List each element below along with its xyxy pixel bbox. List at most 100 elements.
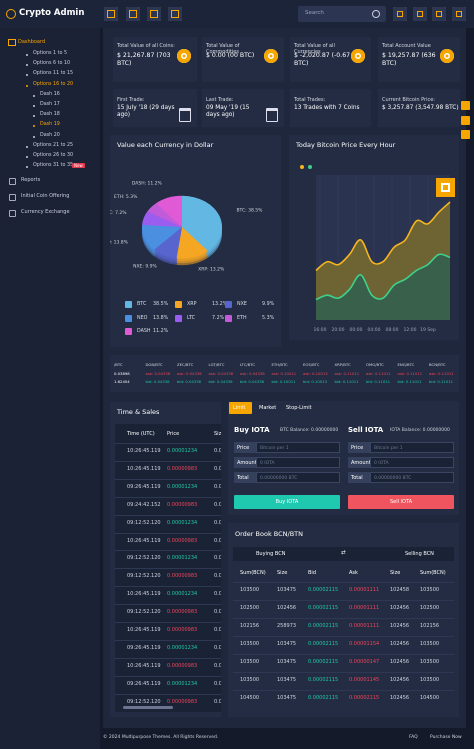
menu-item[interactable]: Options 26 to 30 — [33, 153, 74, 158]
footer-link[interactable]: FAQ — [409, 735, 418, 740]
menu-icon — [8, 39, 16, 46]
toolbar-icon[interactable] — [126, 7, 140, 21]
input[interactable]: Bitcoin per 1 — [370, 442, 454, 453]
copyright: © 2024 Multipurpose Themes. All Rights R… — [103, 735, 219, 740]
footer-link[interactable]: Purchase Now — [430, 735, 462, 740]
toolbar-icon[interactable] — [168, 7, 182, 21]
sales-table: Time (UTC) Price Size 10:26:45.119 0.0000123… — [115, 424, 221, 712]
orderbook-card: Order Book BCN/BTN Buying BCN ⇄ Selling BCN… — [228, 523, 459, 717]
header-icon[interactable] — [393, 7, 407, 21]
cell: 103475 — [277, 659, 297, 665]
ticker-bid: bid: 0.04336 — [145, 379, 170, 384]
legend-value: 11.2% — [153, 329, 169, 334]
menu-item[interactable]: Reports — [21, 177, 41, 183]
row-divider — [115, 604, 221, 605]
search-box[interactable]: Search — [298, 6, 386, 22]
cell: 09:24:42.152 — [127, 501, 161, 508]
row-divider — [233, 582, 454, 583]
stat-label: Total Value of all Coins: — [117, 43, 175, 49]
cell: 102456 — [277, 605, 297, 611]
side-tool[interactable] — [461, 101, 470, 110]
menu-item[interactable]: Dash 19 — [40, 122, 60, 128]
tab[interactable]: Limit — [229, 402, 252, 414]
stat-value: $ 0.00 (00 BTC) — [206, 52, 255, 59]
slice-label: NEO: 13.8% — [110, 239, 129, 245]
calendar-icon — [179, 108, 191, 122]
menu-bullet — [33, 115, 35, 118]
input[interactable]: 0 IOTA — [370, 457, 454, 468]
menu-item[interactable]: Dash 16 — [40, 91, 60, 97]
chart-tool[interactable] — [436, 178, 455, 197]
tab-label: Limit — [233, 405, 246, 411]
ticker-ask: ask: 0.11011 — [366, 371, 391, 376]
menu-item[interactable]: Dashboard — [18, 39, 46, 45]
ticker-pair: ZEC/BTC — [177, 362, 194, 367]
input[interactable]: 0 IOTA — [256, 457, 340, 468]
coin-icon — [177, 49, 191, 63]
cell: 10:26:45.119 — [127, 448, 161, 454]
pie-chart: BTC: 38.5% XRP: 13.2% NXE: 9.9% NEO: 13.8% L… — [110, 181, 263, 273]
swap-icon[interactable]: ⇄ — [341, 550, 346, 556]
ticker-bid: bid: 0.04336 — [177, 379, 202, 384]
ticker-ask: ask: 0.10011 — [271, 371, 297, 376]
menu-item[interactable]: Dash 20 — [40, 132, 60, 138]
menu-item[interactable]: Options 6 to 10 — [33, 61, 71, 67]
header-icon[interactable] — [413, 7, 427, 21]
legend-value: 5.3% — [262, 315, 275, 321]
cell: 0.00002115 — [308, 623, 339, 629]
menu-item[interactable]: Options 31 to 35 — [33, 163, 74, 169]
menu-item[interactable]: Dash 17 — [40, 102, 60, 107]
x-tick-label: 19 Sep — [420, 327, 436, 333]
menu-item[interactable]: Initial Coin Offering — [21, 193, 70, 199]
menu-item[interactable]: Options 1 to 5 — [33, 51, 68, 56]
header-icon[interactable] — [452, 7, 466, 21]
ticker-ask: ask: 0.04336 — [240, 371, 265, 376]
row-divider — [115, 693, 221, 695]
column-header: Size — [277, 570, 288, 576]
ticker-ask: ask: 0.11011 — [429, 371, 454, 376]
toolbar-icon[interactable] — [104, 7, 118, 21]
stat-label: Total Value of all Currencies — [294, 43, 335, 56]
search-placeholder: Search — [305, 10, 324, 16]
legend-label: NXE — [237, 302, 247, 307]
cell: 0.00001234 — [167, 644, 198, 651]
tab[interactable]: Stop-Limit — [282, 402, 312, 414]
cell: 102456 — [390, 641, 410, 647]
cell: 103475 — [277, 677, 297, 683]
slice-label: XRP: 13.2% — [198, 266, 225, 272]
placeholder: Bitcoin per 1 — [374, 445, 403, 451]
input[interactable]: Bitcoin per 1 — [256, 442, 340, 453]
x-tick-label: 12:00 — [404, 327, 417, 333]
toolbar-icon[interactable] — [147, 7, 161, 21]
column-header: Sum(BCN) — [240, 570, 266, 576]
menu-item[interactable]: Currency Exchange — [21, 209, 70, 215]
cell: 0.001 — [214, 662, 221, 669]
menu-item[interactable]: Options 11 to 15 — [33, 71, 74, 77]
sell-button[interactable]: Sell IOTA — [348, 495, 454, 509]
slice-label: ETH: 5.3% — [114, 194, 138, 200]
side-tool[interactable] — [461, 116, 470, 125]
menu-item[interactable]: Options 21 to 25 — [33, 142, 74, 148]
side-tool[interactable] — [461, 130, 470, 139]
buy-button[interactable]: Buy IOTA — [234, 495, 340, 509]
menu-item[interactable]: Dash 18 — [40, 112, 60, 118]
cell: 0.001 — [214, 483, 221, 490]
menu-item[interactable]: Options 16 to 20 — [33, 81, 74, 87]
menu-bullet — [26, 145, 28, 148]
ticker-bid: 1.62404 — [114, 379, 130, 384]
form-title: Sell IOTA — [348, 426, 384, 434]
input[interactable]: 0.00000000 BTC — [256, 472, 340, 483]
input[interactable]: 0.00000000 BTC — [370, 472, 454, 483]
cell: 10:26:45.119 — [127, 662, 161, 669]
tab[interactable]: Market — [255, 402, 280, 414]
pie-slice — [142, 224, 182, 250]
row-divider — [115, 478, 221, 480]
header-icon[interactable] — [432, 7, 446, 21]
field-label: Total — [348, 472, 370, 483]
ticker-pair: /BTC — [114, 362, 123, 367]
row-divider — [115, 568, 221, 569]
cell: 0.00001154 — [349, 641, 380, 647]
row-divider — [115, 514, 221, 516]
balance: BTC Balance: 0.00000000 — [280, 428, 339, 433]
placeholder: 0 IOTA — [260, 460, 275, 466]
